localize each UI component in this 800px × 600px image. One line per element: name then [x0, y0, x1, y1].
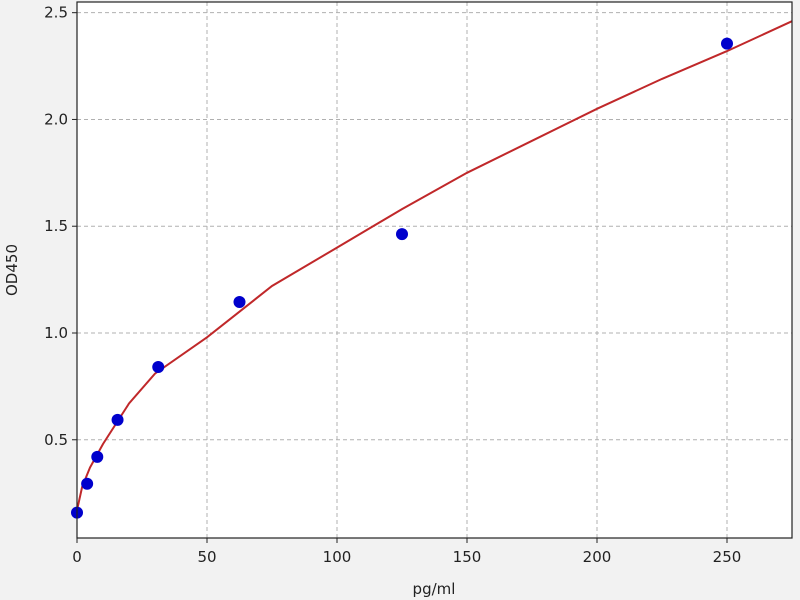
x-tick-label: 100: [323, 548, 352, 566]
grid: [76, 2, 792, 538]
data-point: [152, 360, 165, 373]
data-points: [71, 37, 733, 519]
axes-frame: [76, 1, 793, 539]
x-axis-label: pg/ml: [413, 580, 456, 598]
data-point: [721, 37, 733, 50]
data-point: [111, 413, 124, 426]
y-tick-label: 2.5: [44, 4, 68, 22]
data-point: [233, 296, 246, 309]
y-tick-label: 1.0: [44, 324, 68, 342]
x-tick-label: 200: [583, 548, 612, 566]
x-tick-label: 250: [713, 548, 742, 566]
data-point: [396, 228, 408, 241]
y-tick-label: 1.5: [44, 217, 68, 235]
plot-area: [77, 2, 792, 538]
x-tick-label: 0: [72, 548, 82, 566]
y-tick-label: 0.5: [44, 431, 68, 449]
y-ticks: 0.5 1.0 1.5 2.0 2.5: [44, 4, 77, 449]
x-ticks: 0 50 100 150 200 250: [72, 538, 741, 566]
axes: [76, 1, 793, 539]
y-tick-label: 2.0: [44, 110, 68, 128]
x-tick-label: 150: [453, 548, 482, 566]
data-point: [81, 477, 94, 490]
x-tick-label: 50: [197, 548, 216, 566]
data-point: [91, 450, 104, 463]
y-axis-label: OD450: [3, 244, 21, 296]
